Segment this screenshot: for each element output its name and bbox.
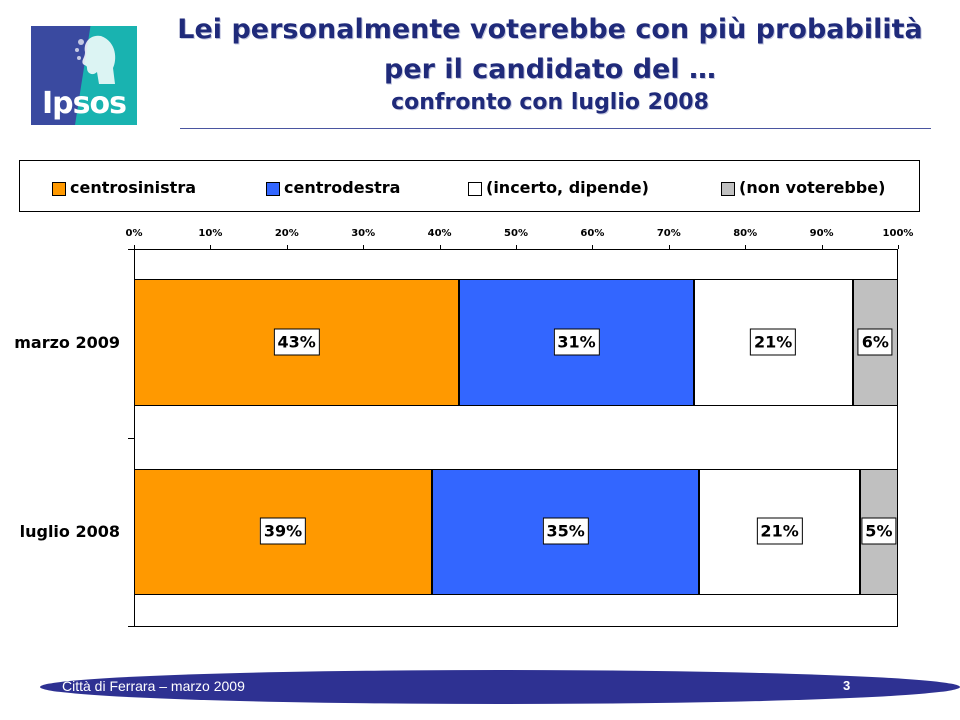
title-line-2: per il candidato del …: [384, 54, 716, 85]
category-label: marzo 2009: [14, 332, 120, 352]
x-tick-mark: [516, 245, 517, 249]
x-tick-mark: [134, 245, 135, 249]
logo-wordmark: Ipsos: [42, 86, 127, 121]
legend-swatch-0: [52, 182, 66, 196]
legend-entry-2: (incerto, dipende): [486, 178, 649, 197]
data-label: 21%: [750, 328, 797, 355]
x-tick-label: 20%: [274, 228, 299, 239]
x-tick-mark: [210, 245, 212, 249]
x-tick-mark: [363, 245, 365, 249]
x-tick-label: 0%: [125, 228, 143, 239]
legend-entry-0: centrosinistra: [70, 178, 196, 197]
x-tick-label: 40%: [427, 228, 452, 239]
x-tick-label: 10%: [198, 228, 223, 239]
legend-entry-1: centrodestra: [284, 178, 401, 197]
x-tick-mark: [745, 245, 747, 249]
x-tick-mark: [439, 245, 441, 249]
x-tick-label: 60%: [580, 228, 605, 239]
x-tick-label: 100%: [882, 228, 914, 239]
legend-swatch-2: [468, 182, 482, 196]
x-tick-mark: [898, 245, 899, 249]
y-tick-mark: [128, 626, 134, 627]
page-number: 3: [843, 678, 851, 693]
legend-swatch-3: [721, 182, 735, 196]
category-label: luglio 2008: [19, 522, 120, 541]
data-label: 43%: [273, 328, 320, 355]
data-label: 39%: [259, 517, 307, 545]
x-tick-label: 50%: [504, 228, 528, 239]
data-label: 35%: [542, 517, 589, 545]
title-line-1: Lei personalmente voterebbe con più prob…: [177, 14, 923, 45]
legend-entry-3: (non voterebbe): [739, 178, 886, 197]
x-tick-mark: [592, 245, 594, 249]
chart-legend: centrosinistra centrodestra (incerto, di…: [19, 160, 920, 212]
footer-bar: [40, 670, 960, 704]
x-tick-mark: [821, 245, 823, 249]
head-silhouette-icon: [75, 35, 116, 84]
y-tick-mark: [128, 438, 134, 439]
data-label: 31%: [553, 328, 600, 355]
x-tick-label: 80%: [733, 228, 758, 239]
title-divider: [180, 128, 931, 129]
y-tick-mark: [128, 249, 134, 250]
data-label: 6%: [857, 328, 893, 355]
plot-area: [134, 249, 898, 627]
x-tick-label: 70%: [656, 228, 681, 239]
ipsos-logo: Ipsos: [31, 26, 137, 125]
data-label: 5%: [861, 517, 897, 545]
x-tick-label: 90%: [809, 228, 834, 239]
legend-swatch-1: [266, 182, 280, 196]
x-tick-mark: [286, 245, 288, 249]
data-label: 21%: [756, 517, 803, 545]
x-tick-mark: [668, 245, 670, 249]
footer-caption: Città di Ferrara – marzo 2009: [62, 678, 245, 694]
x-tick-label: 30%: [351, 228, 376, 239]
title-line-3: confronto con luglio 2008: [391, 90, 709, 115]
